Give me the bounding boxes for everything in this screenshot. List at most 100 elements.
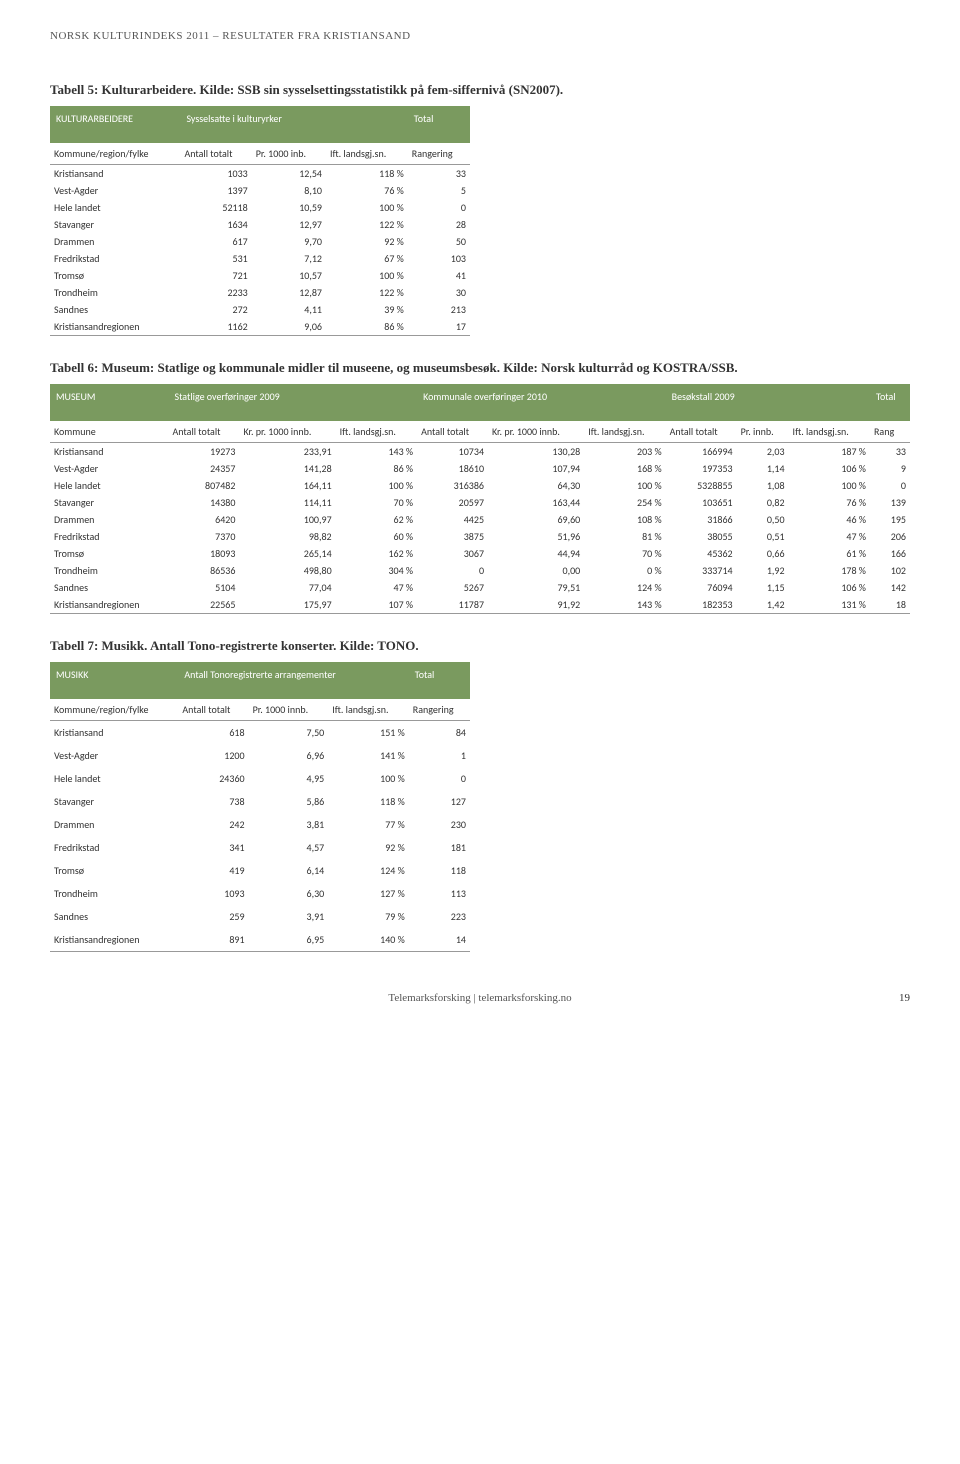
col-header: Rangering	[408, 143, 470, 165]
table-cell: 118	[409, 859, 470, 882]
table-cell: 60 %	[336, 528, 417, 545]
table-cell: 6,30	[249, 882, 329, 905]
col-header: Kommune	[50, 421, 168, 443]
table-cell: 12,54	[252, 165, 326, 183]
table-cell: 84	[409, 721, 470, 745]
table-cell: Kristiansand	[50, 165, 180, 183]
table-cell: 181	[409, 836, 470, 859]
t6-banner-4: Total	[870, 384, 910, 421]
table-cell: Sandnes	[50, 905, 178, 928]
table-cell: Drammen	[50, 813, 178, 836]
table-cell: 230	[409, 813, 470, 836]
table-cell: 18	[870, 596, 910, 614]
table-cell: 11787	[417, 596, 488, 614]
table-cell: 46 %	[789, 511, 870, 528]
col-header: Rangering	[409, 699, 470, 721]
col-header: Ift. landsgj.sn.	[328, 699, 409, 721]
table-cell: 141,28	[239, 460, 335, 477]
table-cell: 197353	[666, 460, 737, 477]
table-row: Kristiansand19273233,91143 %10734130,282…	[50, 443, 910, 461]
table-cell: 100 %	[789, 477, 870, 494]
table-cell: 151 %	[328, 721, 409, 745]
col-header: Ift. landsgj.sn.	[336, 421, 417, 443]
table-cell: Tromsø	[50, 545, 168, 562]
table-cell: 1	[409, 744, 470, 767]
table-cell: 3,81	[249, 813, 329, 836]
table-cell: 4,95	[249, 767, 329, 790]
table-cell: 38055	[666, 528, 737, 545]
table-cell: 617	[180, 233, 251, 250]
table-cell: Kristiansand	[50, 443, 168, 461]
table-cell: 114,11	[239, 494, 335, 511]
table-cell: 5328855	[666, 477, 737, 494]
table-row: Sandnes2724,1139 %213	[50, 301, 470, 318]
table-cell: 47 %	[336, 579, 417, 596]
table-row: Hele landet243604,95100 %0	[50, 767, 470, 790]
table-cell: 1,15	[737, 579, 789, 596]
col-header: Rang	[870, 421, 910, 443]
table-row: Kristiansand6187,50151 %84	[50, 721, 470, 745]
table-cell: 7,50	[249, 721, 329, 745]
table-cell: 4425	[417, 511, 488, 528]
table-cell: 98,82	[239, 528, 335, 545]
table-cell: 142	[870, 579, 910, 596]
table-cell: 5,86	[249, 790, 329, 813]
table-cell: 182353	[666, 596, 737, 614]
table-cell: Kristiansandregionen	[50, 596, 168, 614]
table-cell: 107,94	[488, 460, 584, 477]
table-cell: 1162	[180, 318, 251, 336]
table-cell: Kristiansand	[50, 721, 178, 745]
col-header: Antall totalt	[178, 699, 248, 721]
table-cell: 891	[178, 928, 248, 952]
table-cell: 721	[180, 267, 251, 284]
table-cell: 106 %	[789, 460, 870, 477]
table-cell: 0	[409, 767, 470, 790]
table-cell: 100,97	[239, 511, 335, 528]
table-cell: 47 %	[789, 528, 870, 545]
table-cell: 1,42	[737, 596, 789, 614]
table-cell: 33	[408, 165, 470, 183]
table-cell: 18093	[168, 545, 239, 562]
table-cell: 738	[178, 790, 248, 813]
table-cell: 265,14	[239, 545, 335, 562]
table-row: Sandnes2593,9179 %223	[50, 905, 470, 928]
t7-banner-1: Antall Tonoregistrerte arrangementer	[178, 662, 408, 699]
table-cell: 0	[408, 199, 470, 216]
table-row: Drammen2423,8177 %230	[50, 813, 470, 836]
col-header: Kommune/region/fylke	[50, 699, 178, 721]
table-cell: 67 %	[326, 250, 408, 267]
table-cell: 64,30	[488, 477, 584, 494]
table-cell: 79,51	[488, 579, 584, 596]
table-cell: 8,10	[252, 182, 326, 199]
table-cell: 7370	[168, 528, 239, 545]
table5-caption: Tabell 5: Kulturarbeidere. Kilde: SSB si…	[50, 82, 910, 98]
table-row: Hele landet5211810,59100 %0	[50, 199, 470, 216]
table-cell: 1,92	[737, 562, 789, 579]
table-cell: 3,91	[249, 905, 329, 928]
running-header: NORSK KULTURINDEKS 2011 – RESULTATER FRA…	[50, 30, 910, 42]
table-cell: 61 %	[789, 545, 870, 562]
table-cell: 41	[408, 267, 470, 284]
table-cell: Sandnes	[50, 579, 168, 596]
table-cell: 77,04	[239, 579, 335, 596]
table-row: Kristiansand103312,54118 %33	[50, 165, 470, 183]
table-cell: Fredrikstad	[50, 528, 168, 545]
t6-banner-2: Kommunale overføringer 2010	[417, 384, 666, 421]
table-cell: 50	[408, 233, 470, 250]
table-cell: 51,96	[488, 528, 584, 545]
table-row: Vest-Agder13978,1076 %5	[50, 182, 470, 199]
table-cell: 103	[408, 250, 470, 267]
table-cell: Drammen	[50, 233, 180, 250]
table-cell: 162 %	[336, 545, 417, 562]
table-cell: Tromsø	[50, 859, 178, 882]
table-cell: 187 %	[789, 443, 870, 461]
table-cell: 242	[178, 813, 248, 836]
table-cell: 1093	[178, 882, 248, 905]
table-cell: 164,11	[239, 477, 335, 494]
table-cell: 5104	[168, 579, 239, 596]
table-cell: Trondheim	[50, 562, 168, 579]
table-cell: 166	[870, 545, 910, 562]
col-header: Ift. landsgj.sn.	[326, 143, 408, 165]
table-cell: 178 %	[789, 562, 870, 579]
table-cell: 127	[409, 790, 470, 813]
